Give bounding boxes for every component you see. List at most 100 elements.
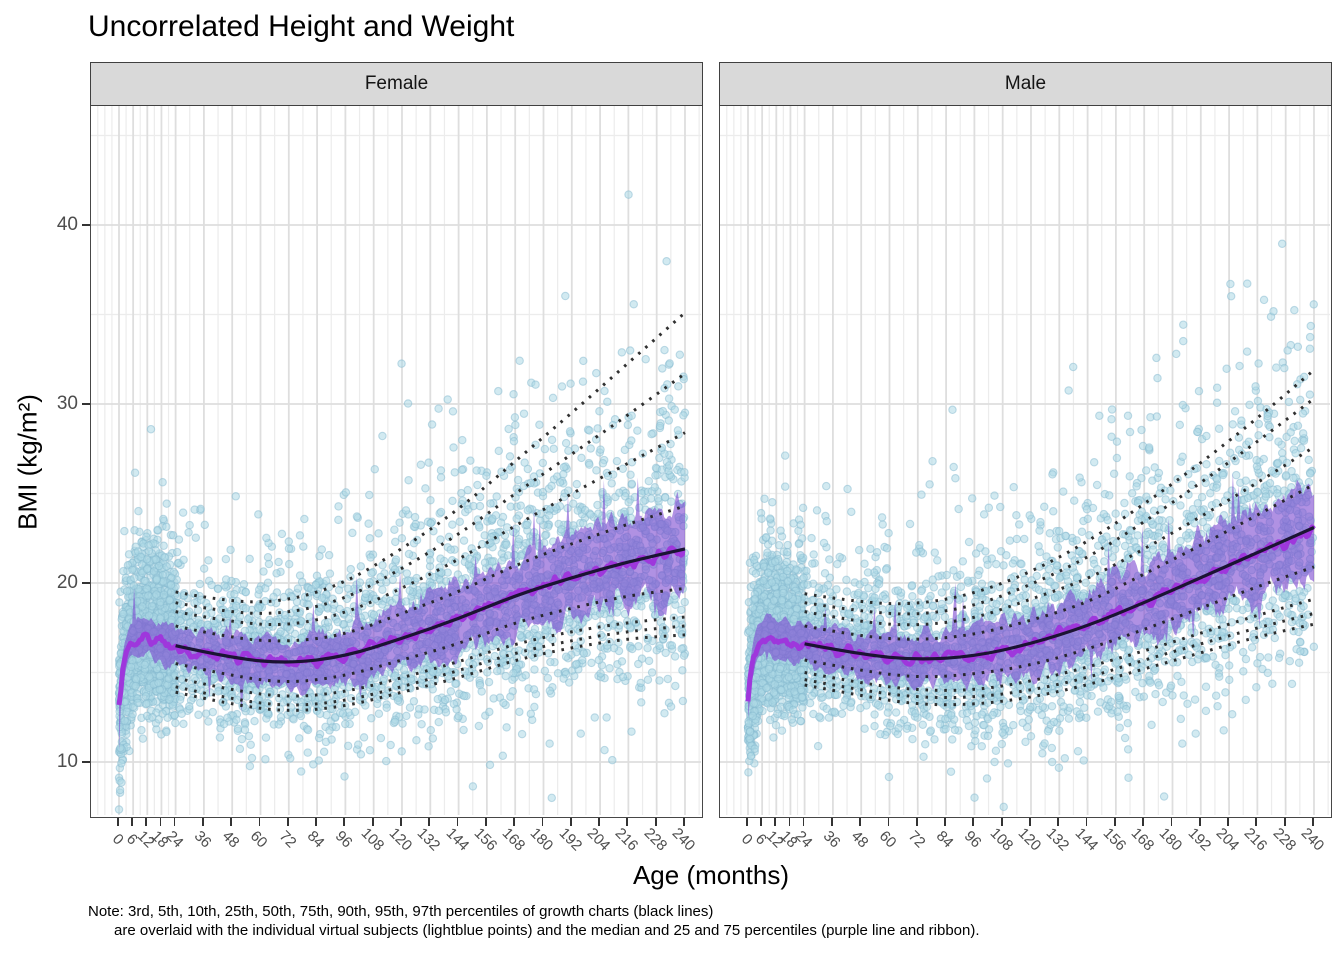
x-tick-mark (626, 818, 629, 826)
x-tick-label: 36 (190, 827, 215, 852)
x-tick-mark (1283, 818, 1286, 826)
x-tick-label: 204 (583, 824, 614, 855)
x-tick-mark (746, 818, 748, 826)
x-tick-mark (258, 818, 261, 826)
x-tick-label: 216 (612, 824, 642, 855)
x-tick-mark (456, 818, 459, 826)
facet-strip-female: Female (90, 62, 703, 106)
panel-canvas-female (91, 106, 701, 815)
x-tick-mark (513, 818, 516, 826)
panel-male (719, 106, 1332, 818)
x-tick-mark (1312, 818, 1314, 826)
x-tick-mark (598, 818, 600, 826)
x-tick-label: 48 (218, 827, 243, 852)
x-tick-mark (1000, 818, 1003, 826)
x-tick-label: 216 (1241, 824, 1271, 855)
x-tick-label: 96 (961, 827, 985, 852)
x-tick-mark (788, 818, 791, 826)
x-tick-label: 180 (1156, 824, 1186, 855)
y-tick-mark (82, 582, 90, 584)
x-tick-mark (915, 818, 918, 826)
x-tick-label: 204 (1212, 824, 1243, 855)
x-tick-mark (428, 818, 431, 826)
x-tick-mark (145, 818, 148, 826)
facet-strip-male: Male (719, 62, 1332, 106)
x-tick-mark (173, 818, 176, 826)
y-tick-mark (82, 224, 90, 226)
x-tick-label: 132 (1042, 824, 1073, 855)
x-tick-mark (286, 818, 289, 826)
x-tick-label: 192 (1184, 824, 1215, 855)
x-tick-label: 156 (470, 824, 501, 855)
x-tick-mark (1255, 818, 1258, 826)
y-tick-label: 10 (56, 751, 78, 772)
facet-strip-label-female: Female (364, 73, 429, 94)
x-tick-mark (131, 818, 134, 826)
panel-canvas-male (720, 106, 1330, 815)
x-tick-mark (1113, 818, 1116, 826)
x-tick-mark (400, 818, 402, 826)
y-tick-label: 20 (56, 572, 78, 593)
x-tick-label: 108 (986, 824, 1017, 855)
x-tick-label: 24 (791, 827, 816, 852)
x-tick-label: 108 (357, 824, 388, 855)
x-tick-label: 168 (1127, 824, 1158, 855)
y-tick-label: 30 (56, 393, 78, 414)
x-tick-label: 120 (385, 824, 416, 855)
x-tick-mark (1029, 818, 1031, 826)
x-tick-mark (654, 818, 657, 826)
x-tick-label: 228 (640, 824, 671, 855)
panel-female (90, 106, 703, 818)
x-tick-mark (1057, 818, 1060, 826)
x-axis-title: Age (months) (632, 860, 790, 890)
x-tick-mark (1198, 818, 1201, 826)
x-tick-label: 72 (275, 827, 300, 852)
x-tick-mark (569, 818, 572, 826)
x-tick-label: 60 (247, 827, 272, 852)
x-tick-mark (887, 818, 890, 826)
x-tick-label: 240 (1297, 824, 1328, 855)
x-tick-mark (859, 818, 862, 826)
x-tick-mark (371, 818, 374, 826)
x-tick-label: 192 (555, 824, 586, 855)
x-tick-mark (774, 818, 777, 826)
figure-note: Note: 3rd, 5th, 10th, 25th, 50th, 75th, … (88, 903, 980, 940)
x-tick-label: 168 (498, 824, 529, 855)
x-tick-mark (1142, 818, 1145, 826)
x-tick-label: 36 (819, 827, 844, 852)
x-tick-label: 156 (1099, 824, 1130, 855)
x-tick-mark (201, 818, 204, 826)
x-tick-mark (315, 818, 317, 826)
x-tick-mark (1085, 818, 1088, 826)
x-tick-mark (484, 818, 487, 826)
note-line-2: are overlaid with the individual virtual… (114, 921, 980, 939)
x-tick-mark (1170, 818, 1173, 826)
y-tick-mark (82, 761, 90, 763)
x-tick-mark (159, 818, 162, 826)
x-tick-label: 48 (847, 827, 872, 852)
x-tick-mark (830, 818, 833, 826)
x-tick-label: 84 (932, 827, 957, 852)
y-tick-mark (82, 403, 90, 405)
facet-strip-label-male: Male (1004, 73, 1047, 94)
x-tick-label: 96 (332, 827, 356, 852)
x-tick-mark (683, 818, 685, 826)
x-tick-mark (541, 818, 544, 826)
x-tick-label: 240 (668, 824, 699, 855)
x-tick-label: 120 (1014, 824, 1045, 855)
y-tick-label: 40 (56, 214, 78, 235)
plot-title: Uncorrelated Height and Weight (88, 10, 515, 43)
x-tick-mark (802, 818, 805, 826)
x-tick-label: 84 (303, 827, 328, 852)
x-tick-label: 180 (527, 824, 557, 855)
x-tick-label: 24 (162, 827, 187, 852)
x-tick-mark (230, 818, 233, 826)
x-tick-mark (343, 818, 346, 826)
x-tick-label: 72 (904, 827, 929, 852)
note-line-1: Note: 3rd, 5th, 10th, 25th, 50th, 75th, … (88, 903, 714, 920)
x-tick-mark (972, 818, 975, 826)
x-tick-label: 60 (876, 827, 901, 852)
x-tick-label: 144 (442, 824, 472, 855)
x-tick-label: 144 (1071, 824, 1101, 855)
